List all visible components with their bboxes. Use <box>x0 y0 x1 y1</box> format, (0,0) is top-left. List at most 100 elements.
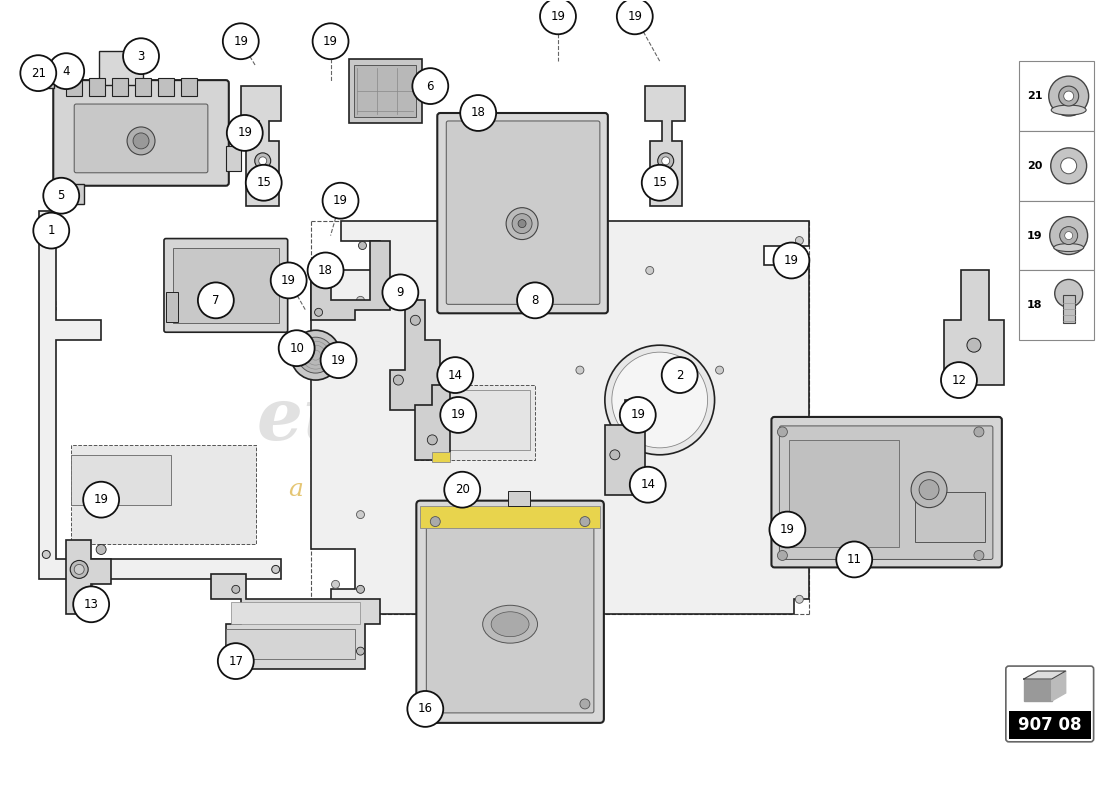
Circle shape <box>236 647 245 655</box>
Circle shape <box>290 330 341 380</box>
Circle shape <box>123 38 160 74</box>
Circle shape <box>516 510 524 518</box>
FancyBboxPatch shape <box>72 445 255 545</box>
Polygon shape <box>211 574 381 669</box>
FancyBboxPatch shape <box>780 426 993 559</box>
Circle shape <box>518 220 526 228</box>
Circle shape <box>255 153 271 169</box>
Circle shape <box>322 182 359 218</box>
Circle shape <box>320 342 356 378</box>
FancyBboxPatch shape <box>771 417 1002 567</box>
Circle shape <box>605 345 715 455</box>
Circle shape <box>795 595 803 603</box>
Circle shape <box>662 157 670 165</box>
Circle shape <box>227 115 263 151</box>
FancyBboxPatch shape <box>420 506 600 527</box>
Circle shape <box>356 586 364 594</box>
Circle shape <box>612 352 707 448</box>
Polygon shape <box>1024 679 1052 701</box>
Text: 907 08: 907 08 <box>1018 716 1081 734</box>
Circle shape <box>795 237 803 245</box>
Circle shape <box>43 178 79 214</box>
Circle shape <box>427 435 438 445</box>
Circle shape <box>580 699 590 709</box>
FancyBboxPatch shape <box>790 440 899 547</box>
Circle shape <box>940 362 977 398</box>
Text: 12: 12 <box>952 374 967 386</box>
Ellipse shape <box>483 606 538 643</box>
Circle shape <box>359 242 366 250</box>
Circle shape <box>658 153 673 169</box>
Ellipse shape <box>491 612 529 637</box>
FancyBboxPatch shape <box>173 247 278 323</box>
Text: 15: 15 <box>256 176 272 190</box>
Polygon shape <box>416 385 450 460</box>
Text: 19: 19 <box>550 10 565 23</box>
Circle shape <box>430 699 440 709</box>
FancyBboxPatch shape <box>72 455 170 505</box>
Circle shape <box>1058 86 1079 106</box>
Polygon shape <box>40 210 280 579</box>
Circle shape <box>778 427 788 437</box>
Text: 18: 18 <box>1026 300 1043 310</box>
FancyBboxPatch shape <box>438 113 608 314</box>
Circle shape <box>356 510 364 518</box>
FancyBboxPatch shape <box>74 104 208 173</box>
Circle shape <box>42 217 51 225</box>
Circle shape <box>331 266 340 274</box>
Circle shape <box>410 315 420 326</box>
FancyBboxPatch shape <box>226 630 355 659</box>
FancyBboxPatch shape <box>53 80 229 186</box>
Circle shape <box>20 55 56 91</box>
Text: 14: 14 <box>448 369 463 382</box>
Circle shape <box>641 165 678 201</box>
Text: 2: 2 <box>675 369 683 382</box>
Polygon shape <box>310 241 390 320</box>
Circle shape <box>1050 148 1087 184</box>
Circle shape <box>356 647 364 655</box>
Circle shape <box>412 68 449 104</box>
FancyBboxPatch shape <box>112 78 128 96</box>
Text: 16: 16 <box>418 702 432 715</box>
Circle shape <box>836 542 872 578</box>
Text: 19: 19 <box>333 194 348 207</box>
Text: 19: 19 <box>630 409 646 422</box>
Circle shape <box>1060 158 1077 174</box>
Circle shape <box>1059 226 1078 245</box>
Circle shape <box>506 208 538 239</box>
FancyBboxPatch shape <box>166 292 178 322</box>
FancyBboxPatch shape <box>447 121 600 304</box>
Circle shape <box>74 565 85 574</box>
Circle shape <box>271 262 307 298</box>
Circle shape <box>576 366 584 374</box>
Circle shape <box>440 397 476 433</box>
Polygon shape <box>66 539 111 614</box>
Circle shape <box>331 580 340 588</box>
Circle shape <box>716 366 724 374</box>
Circle shape <box>312 23 349 59</box>
Text: 18: 18 <box>471 106 485 119</box>
Ellipse shape <box>1052 105 1086 115</box>
Text: 19: 19 <box>282 274 296 287</box>
Text: a passion for parts since 1986: a passion for parts since 1986 <box>289 478 671 501</box>
Circle shape <box>1065 231 1072 239</box>
Circle shape <box>198 282 234 318</box>
Circle shape <box>967 338 981 352</box>
Circle shape <box>1048 76 1089 116</box>
FancyBboxPatch shape <box>1019 270 1093 340</box>
FancyBboxPatch shape <box>416 501 604 723</box>
Polygon shape <box>1024 671 1066 679</box>
Circle shape <box>33 213 69 249</box>
FancyBboxPatch shape <box>420 390 530 450</box>
Circle shape <box>773 242 810 278</box>
FancyBboxPatch shape <box>1005 666 1093 742</box>
Circle shape <box>1049 217 1088 254</box>
Circle shape <box>662 357 697 393</box>
Circle shape <box>513 214 532 234</box>
Ellipse shape <box>1054 243 1084 251</box>
Text: 15: 15 <box>652 176 668 190</box>
Circle shape <box>74 586 109 622</box>
FancyBboxPatch shape <box>416 385 535 460</box>
Text: 19: 19 <box>238 126 252 139</box>
Text: 19: 19 <box>1026 230 1043 241</box>
